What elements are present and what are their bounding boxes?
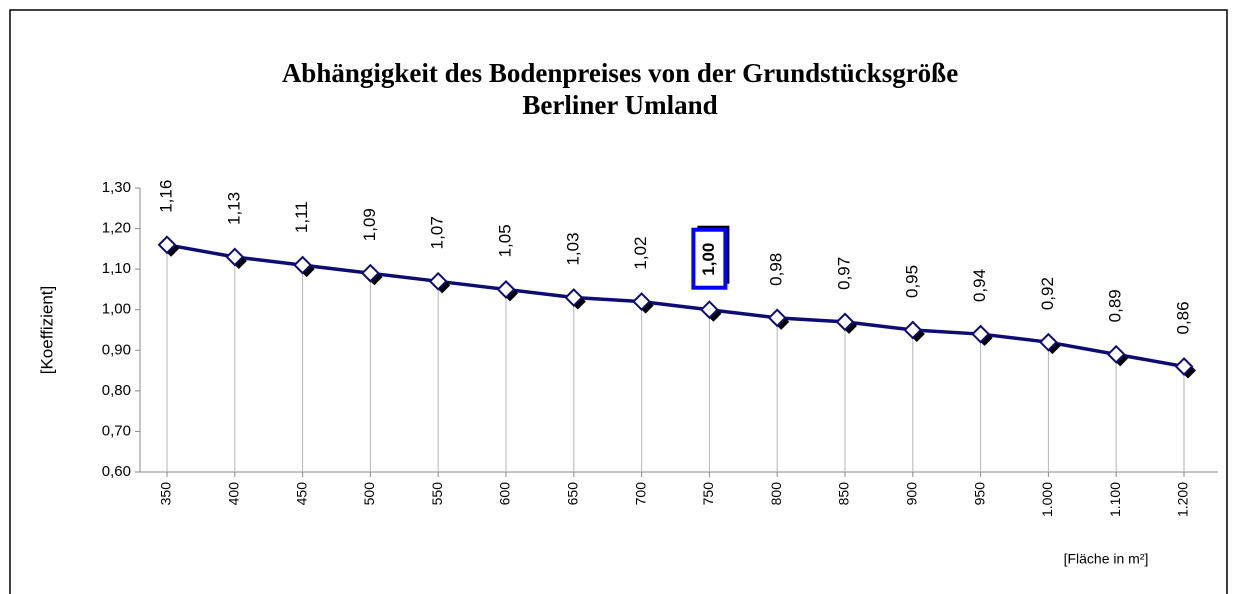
marker: [225, 247, 245, 267]
data-label: 1,16: [156, 180, 175, 213]
data-label: 0,95: [902, 265, 921, 298]
data-label: 1,07: [428, 216, 447, 249]
marker: [903, 320, 923, 340]
data-label: 1,00: [699, 243, 718, 276]
series-line: [166, 243, 1185, 369]
data-label: 0,86: [1173, 301, 1192, 334]
y-tick-label: 0,90: [102, 341, 131, 358]
x-axis-label: [Fläche in m²]: [1064, 551, 1149, 567]
marker: [699, 300, 719, 320]
x-tick-label: 950: [971, 482, 987, 506]
data-label: 0,97: [834, 257, 853, 290]
marker: [360, 263, 380, 283]
x-tick-label: 650: [565, 482, 581, 506]
marker: [835, 312, 855, 332]
y-tick-label: 0,70: [102, 422, 131, 439]
marker: [157, 235, 177, 255]
x-tick-label: 450: [293, 482, 309, 506]
y-tick-label: 0,80: [102, 382, 131, 399]
y-tick-label: 1,30: [102, 179, 131, 196]
marker: [496, 280, 516, 299]
marker: [971, 324, 991, 344]
data-label: 1,11: [292, 201, 311, 233]
y-axis-label: [Koeffizient]: [37, 286, 56, 375]
data-label: 0,98: [767, 253, 786, 286]
x-tick-label: 1.200: [1175, 482, 1191, 517]
x-tick-label: 400: [226, 482, 242, 506]
y-tick-label: 1,00: [102, 301, 131, 318]
data-label: 1,03: [563, 232, 582, 265]
x-tick-label: 800: [768, 482, 784, 506]
marker: [564, 288, 584, 307]
y-tick-label: 1,20: [102, 220, 131, 237]
data-label: 0,92: [1038, 277, 1057, 310]
marker: [1106, 344, 1126, 364]
x-tick-label: 1.100: [1107, 482, 1123, 517]
chart-subtitle: Berliner Umland: [522, 90, 717, 120]
y-tick-label: 1,10: [102, 260, 131, 277]
x-tick-label: 900: [904, 482, 920, 506]
x-tick-label: 500: [361, 482, 377, 506]
x-tick-label: 1.000: [1039, 482, 1055, 517]
data-label: 1,13: [224, 192, 243, 225]
highlight-box: [691, 227, 728, 290]
x-tick-label: 550: [429, 482, 445, 506]
y-tick-label: 0,60: [102, 463, 131, 480]
marker: [632, 292, 652, 312]
marker: [428, 271, 448, 291]
x-tick-label: 700: [632, 482, 648, 506]
x-tick-label: 350: [158, 482, 174, 506]
x-tick-label: 600: [497, 482, 513, 506]
x-tick-label: 850: [836, 482, 852, 506]
data-label: 1,02: [631, 237, 650, 270]
data-label: 1,05: [495, 224, 514, 257]
data-label: 1,09: [360, 208, 379, 241]
marker: [1038, 332, 1058, 352]
chart-title: Abhängigkeit des Bodenpreises von der Gr…: [282, 58, 958, 88]
x-tick-label: 750: [700, 482, 716, 506]
marker: [1174, 357, 1194, 376]
data-label: 0,94: [970, 269, 989, 302]
frame: [9, 9, 1228, 594]
marker: [293, 255, 313, 275]
data-label: 0,89: [1106, 289, 1125, 322]
marker: [767, 308, 787, 328]
